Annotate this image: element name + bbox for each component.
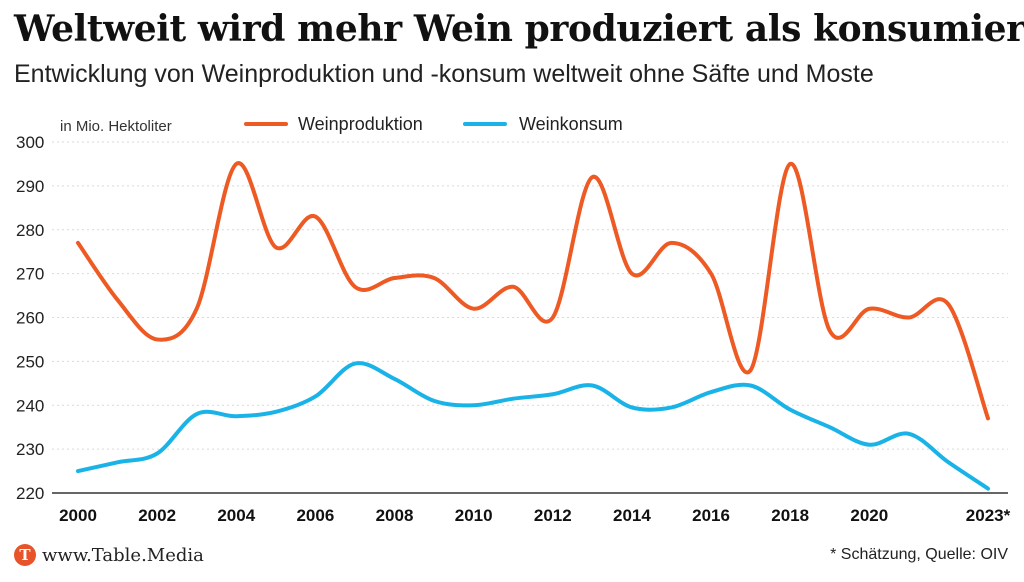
data-point-weinkonsum-2013 <box>590 384 594 388</box>
data-point-weinkonsum-2001 <box>116 460 120 464</box>
chart-subtitle: Entwicklung von Weinproduktion und -kons… <box>14 60 874 88</box>
x-tick-label: 2018 <box>771 506 809 525</box>
data-point-weinproduktion-2012 <box>551 316 555 320</box>
source-note: * Schätzung, Quelle: OIV <box>830 546 1008 563</box>
chart-title: Weltweit wird mehr Wein produziert als k… <box>14 8 1024 50</box>
data-point-weinproduktion-2020 <box>867 307 871 311</box>
data-point-weinproduktion-2008 <box>393 276 397 280</box>
data-point-weinkonsum-2019 <box>828 425 832 429</box>
data-point-weinproduktion-2010 <box>472 307 476 311</box>
data-point-weinkonsum-2006 <box>313 394 317 398</box>
x-tick-label: 2004 <box>217 506 255 525</box>
data-point-weinkonsum-2007 <box>353 362 357 366</box>
data-point-weinproduktion-2019 <box>828 329 832 333</box>
data-point-weinproduktion-2014 <box>630 272 634 276</box>
data-point-weinkonsum-2020 <box>867 443 871 447</box>
data-point-weinproduktion-2003 <box>195 307 199 311</box>
data-point-weinkonsum-2015 <box>669 405 673 409</box>
y-tick-label: 290 <box>16 177 44 196</box>
x-tick-label: 2010 <box>455 506 493 525</box>
data-point-weinproduktion-2004 <box>234 162 238 166</box>
x-tick-label: 2006 <box>296 506 334 525</box>
data-point-weinkonsum-2022 <box>946 460 950 464</box>
x-tick-label: 2023* <box>966 506 1011 525</box>
data-point-weinproduktion-2000 <box>76 241 80 245</box>
y-axis-label: in Mio. Hektoliter <box>60 118 172 135</box>
x-tick-label: 2014 <box>613 506 651 525</box>
y-tick-label: 300 <box>16 133 44 152</box>
data-point-weinkonsum-2005 <box>274 410 278 414</box>
legend: Weinproduktion Weinkonsum <box>244 114 623 134</box>
data-point-weinproduktion-2009 <box>432 276 436 280</box>
y-tick-label: 270 <box>16 265 44 284</box>
y-tick-label: 250 <box>16 352 44 371</box>
x-tick-label: 2012 <box>534 506 572 525</box>
series-line-weinproduktion <box>76 161 990 421</box>
data-point-weinkonsum-2002 <box>155 452 159 456</box>
data-point-weinkonsum-2009 <box>432 399 436 403</box>
data-point-weinkonsum-2000 <box>76 469 80 473</box>
table-media-logo-icon: T <box>14 544 36 566</box>
data-point-weinproduktion-2015 <box>669 241 673 245</box>
y-tick-label: 280 <box>16 221 44 240</box>
data-point-weinproduktion-2007 <box>353 285 357 289</box>
data-point-weinkonsum-2016 <box>709 390 713 394</box>
data-point-weinproduktion-2017 <box>749 368 753 372</box>
data-series <box>76 161 990 491</box>
data-point-weinproduktion-2021 <box>907 316 911 320</box>
data-point-weinkonsum-2004 <box>234 414 238 418</box>
data-point-weinkonsum-2021 <box>907 432 911 436</box>
data-point-weinkonsum-2014 <box>630 405 634 409</box>
data-point-weinkonsum-2008 <box>393 377 397 381</box>
y-tick-label: 260 <box>16 309 44 328</box>
data-point-weinproduktion-2006 <box>313 215 317 219</box>
data-point-weinkonsum-2023 <box>986 487 990 491</box>
data-point-weinkonsum-2012 <box>551 392 555 396</box>
data-point-weinproduktion-2016 <box>709 272 713 276</box>
x-tick-label: 2020 <box>850 506 888 525</box>
data-point-weinproduktion-2005 <box>274 245 278 249</box>
data-point-weinproduktion-2001 <box>116 298 120 302</box>
legend-label-weinproduktion: Weinproduktion <box>298 114 423 134</box>
data-point-weinkonsum-2003 <box>195 412 199 416</box>
grid-lines <box>52 141 1008 494</box>
brand-footer: T www.Table.Media <box>14 544 204 566</box>
data-point-weinproduktion-2011 <box>511 285 515 289</box>
y-tick-label: 220 <box>16 484 44 503</box>
data-point-weinproduktion-2022 <box>946 302 950 306</box>
data-point-weinkonsum-2018 <box>788 408 792 412</box>
data-point-weinkonsum-2011 <box>511 397 515 401</box>
y-tick-label: 230 <box>16 440 44 459</box>
data-point-weinproduktion-2013 <box>590 175 594 179</box>
data-point-weinproduktion-2018 <box>788 162 792 166</box>
data-point-weinproduktion-2023 <box>986 416 990 420</box>
data-point-weinproduktion-2002 <box>155 337 159 341</box>
x-tick-label: 2008 <box>376 506 414 525</box>
x-tick-label: 2002 <box>138 506 176 525</box>
brand-url: www.Table.Media <box>42 544 204 566</box>
series-line-weinkonsum <box>76 361 990 491</box>
x-tick-label: 2000 <box>59 506 97 525</box>
x-axis-ticks: 2000 2002 2004 2006 2008 2010 2012 2014 2016 2018… <box>59 506 1011 525</box>
y-axis-ticks: 220 230 240 250 260 270 280 290 300 <box>16 133 44 503</box>
data-point-weinkonsum-2010 <box>472 403 476 407</box>
y-tick-label: 240 <box>16 396 44 415</box>
legend-label-weinkonsum: Weinkonsum <box>519 114 623 134</box>
x-tick-label: 2016 <box>692 506 730 525</box>
data-point-weinkonsum-2017 <box>749 384 753 388</box>
